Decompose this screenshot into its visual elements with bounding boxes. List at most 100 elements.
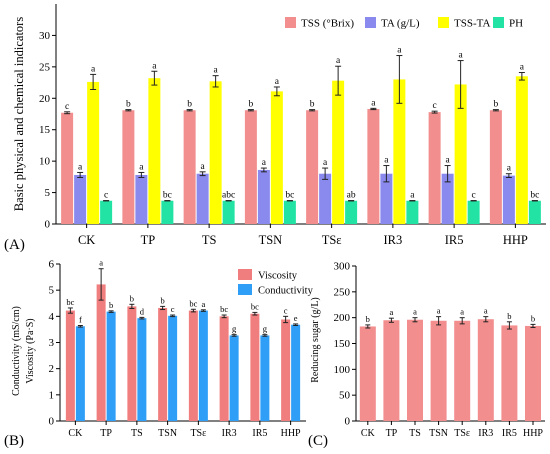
bar-ta-g-l-ck xyxy=(74,174,87,224)
bar-tss-brix-ir5 xyxy=(428,112,441,224)
significance-letter: a xyxy=(410,191,415,201)
bar-conductivity-tp xyxy=(106,311,116,421)
y-tick-label: 5 xyxy=(49,285,55,297)
bar-viscosity-tp xyxy=(96,284,106,421)
significance-letter: a xyxy=(437,306,441,316)
x-tick-label-tp: TP xyxy=(386,428,398,439)
y-tick-label: 4 xyxy=(49,311,55,323)
bar-ta-g-l-ts xyxy=(319,173,332,224)
x-tick-label-tp: TP xyxy=(141,233,156,247)
panel-b-ylabel: Viscosity (Pa·S) xyxy=(25,318,36,383)
significance-letter: a xyxy=(397,46,402,56)
x-tick-label-ir5: IR5 xyxy=(502,428,517,439)
panel-c: Reducing sugar (g/L) (C) 0 50 100 150 200 250… xyxy=(308,261,545,449)
x-tick-label-ir3: IR3 xyxy=(384,233,403,247)
bar-reducing-sugar-hhp xyxy=(525,325,541,421)
legend-label-ph: PH xyxy=(509,18,523,30)
x-tick-label-ck: CK xyxy=(361,428,376,439)
significance-letter: abc xyxy=(222,191,235,201)
significance-letter: a xyxy=(78,162,83,172)
significance-letter: b xyxy=(126,100,131,110)
bar-tss-brix-ts xyxy=(306,110,319,224)
x-tick-label-tsn: TSN xyxy=(259,233,283,247)
y-tick-label: 2 xyxy=(49,363,55,375)
significance-letter: a xyxy=(99,258,103,268)
x-tick-label-ck: CK xyxy=(78,233,95,247)
legend-label-tss-ta: TSS-TA xyxy=(454,18,490,30)
bar-reducing-sugar-ts xyxy=(407,319,423,421)
panel-b: Viscosity (Pa·S) Conductivity (mS/cm) (B… xyxy=(4,258,314,449)
x-tick-label-ir3: IR3 xyxy=(222,428,237,439)
bar-conductivity-ts xyxy=(198,310,208,421)
bar-ph-hhp xyxy=(528,200,541,224)
y-tick-label: 0 xyxy=(345,416,351,428)
bar-ta-g-l-hhp xyxy=(502,175,515,224)
bar-viscosity-hhp xyxy=(281,319,291,421)
bar-conductivity-ts xyxy=(137,318,147,421)
bar-ph-ck xyxy=(100,200,113,224)
x-tick-label-hhp: HHP xyxy=(503,233,528,247)
bar-reducing-sugar-ir5 xyxy=(501,325,518,421)
panel-c-label: (C) xyxy=(308,433,328,449)
bar-ta-g-l-ir5 xyxy=(441,173,454,224)
significance-letter: c xyxy=(65,102,69,112)
x-tick-label-ir5: IR5 xyxy=(252,428,267,439)
y-tick-label: 300 xyxy=(334,261,351,273)
significance-letter: a xyxy=(459,51,464,61)
significance-letter: a xyxy=(201,162,206,172)
bar-tss-ta-ir5 xyxy=(454,84,467,224)
x-tick-label-ir3: IR3 xyxy=(478,428,493,439)
significance-letter: c xyxy=(104,191,108,201)
x-tick-label-tsn: TSN xyxy=(158,428,177,439)
significance-letter: c xyxy=(171,304,175,314)
panel-a-legend: TSS (°Brix) TA (g/L) TSS-TA PH xyxy=(285,17,523,30)
y-tick-label: 100 xyxy=(334,364,351,376)
x-tick-label-ts: TSε xyxy=(322,233,342,247)
significance-letter: c xyxy=(284,305,288,315)
bar-viscosity-ir5 xyxy=(250,313,260,421)
significance-letter: a xyxy=(520,63,525,73)
y-tick-label: 200 xyxy=(334,312,351,324)
significance-letter: a xyxy=(336,56,341,66)
significance-letter: bc xyxy=(163,191,172,201)
significance-letter: a xyxy=(484,306,488,316)
bar-tss-brix-hhp xyxy=(489,110,502,224)
bar-tss-ta-tp xyxy=(148,78,161,225)
significance-letter: c xyxy=(433,101,437,111)
x-tick-label-ts: TS xyxy=(131,428,143,439)
bar-conductivity-ir3 xyxy=(229,335,239,421)
significance-letter: a xyxy=(371,98,376,108)
bar-ph-ts xyxy=(222,200,235,224)
bar-reducing-sugar-tsn xyxy=(430,320,447,421)
significance-letter: g xyxy=(232,324,237,334)
y-tick-label: 10 xyxy=(39,156,51,168)
x-tick-label-tp: TP xyxy=(100,428,112,439)
legend-swatch-conductivity xyxy=(238,284,252,295)
bar-tss-ta-ts xyxy=(332,80,345,224)
bar-viscosity-ir3 xyxy=(219,316,229,421)
significance-letter: a xyxy=(507,164,512,174)
bar-conductivity-ir5 xyxy=(260,335,270,421)
bar-conductivity-hhp xyxy=(291,324,301,421)
bar-ph-ir3 xyxy=(406,200,419,224)
bar-ph-tsn xyxy=(283,200,296,224)
significance-letter: a xyxy=(413,307,417,317)
y-tick-label: 250 xyxy=(334,286,351,298)
significance-letter: b xyxy=(161,295,165,305)
x-tick-label-ck: CK xyxy=(68,428,83,439)
significance-letter: ab xyxy=(347,191,356,201)
y-tick-label: 0 xyxy=(45,219,51,231)
significance-letter: b xyxy=(366,314,370,324)
legend-swatch-ph xyxy=(493,17,504,28)
panel-a-plot: 051015202530CKcaacTPbaabcTSbaaabcTSNbaab… xyxy=(39,4,546,247)
significance-letter: b xyxy=(249,100,254,110)
significance-letter: bc xyxy=(530,191,539,201)
panel-b-ylabel2: Conductivity (mS/cm) xyxy=(11,306,22,396)
significance-letter: b xyxy=(109,300,113,310)
bar-tss-ta-hhp xyxy=(515,76,528,225)
bar-ta-g-l-tp xyxy=(135,174,148,224)
x-tick-label-hhp: HHP xyxy=(281,428,301,439)
bar-tss-brix-ir3 xyxy=(367,108,380,224)
